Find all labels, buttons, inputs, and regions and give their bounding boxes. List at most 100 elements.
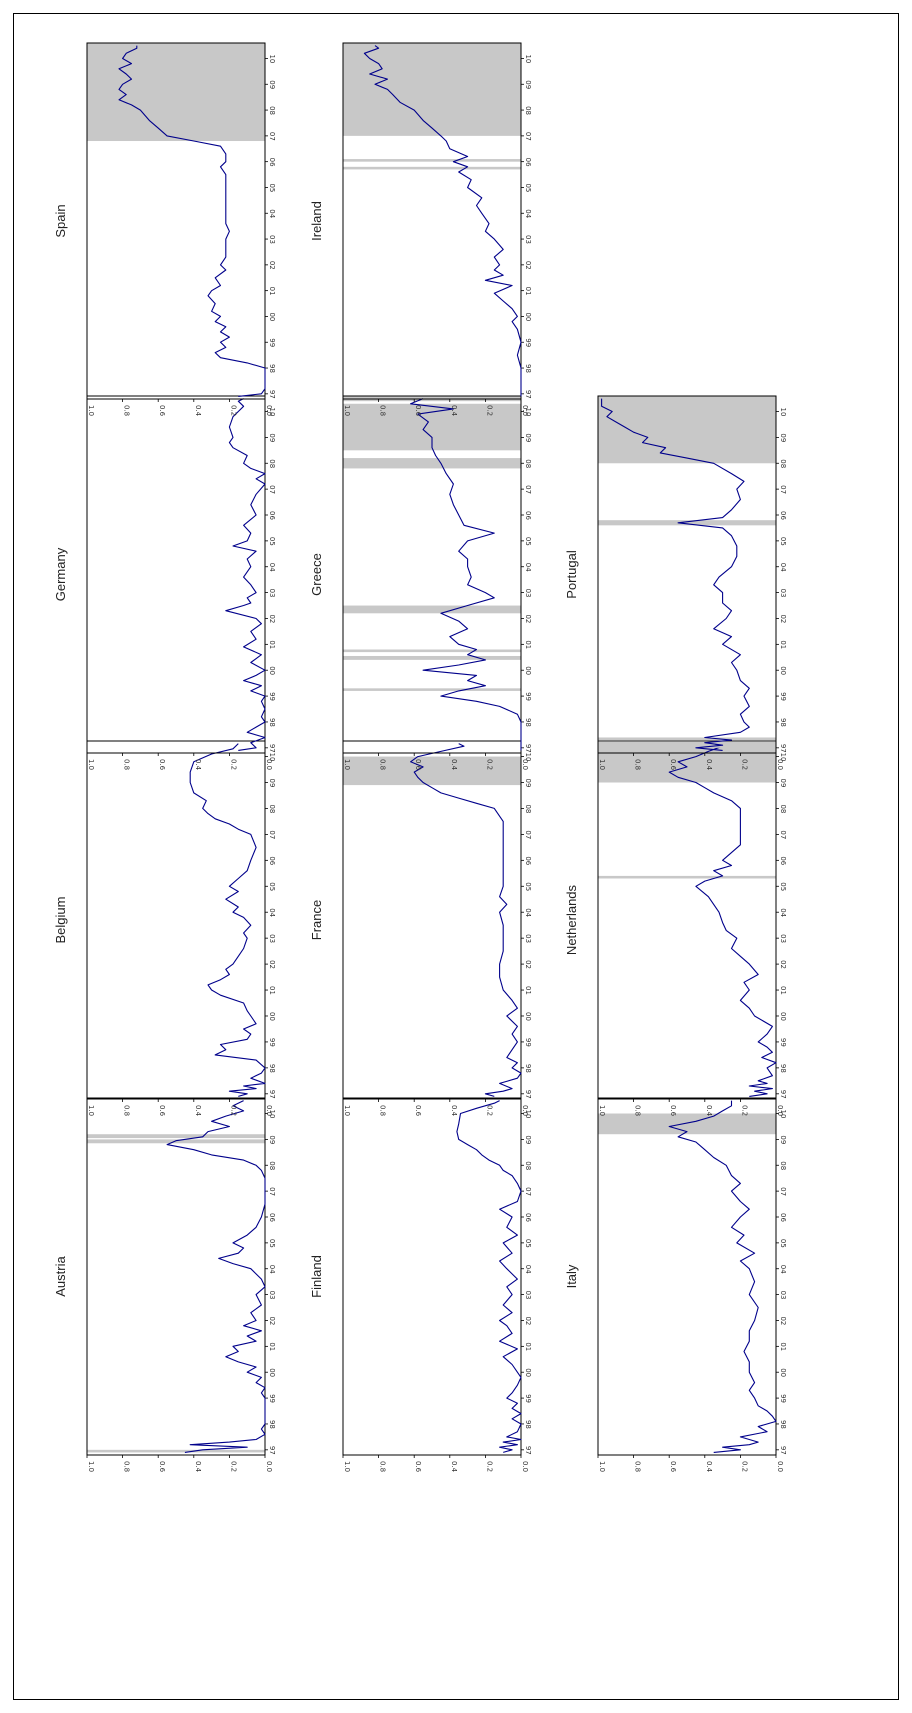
panel-spain: 0.0 0.2 0.4 0.6 0.8 1.0 97 98 99 00 01 02 03 04 05 06 07… <box>53 42 276 417</box>
spain-xtick-label-13: 10 <box>268 54 276 63</box>
spain-xtick-label-0: 97 <box>268 390 276 399</box>
spain-ytick-label-2: 0.4 <box>194 405 202 417</box>
ireland-xtick-label-1: 98 <box>524 364 532 373</box>
figure-frame: 0.0 0.2 0.4 0.6 0.8 1.0 97 98 99 00 01 02 03 04 05 06 07… <box>13 13 899 1700</box>
spain-xtick-label-12: 09 <box>268 80 276 89</box>
greece-shade-2 <box>343 649 521 653</box>
portugal-shade-3 <box>598 520 776 526</box>
belgium-xtick-label-0: 97 <box>268 1090 276 1099</box>
greece-xtick-label-0: 97 <box>524 744 532 753</box>
greece-shade-3 <box>343 605 521 614</box>
italy-xtick-label-3: 00 <box>779 1368 787 1377</box>
netherlands-xtick-label-8: 05 <box>779 882 787 891</box>
panel-ireland: 0.0 0.2 0.4 0.6 0.8 1.0 97 98 99 00 01 02 03 04 05 06 07… <box>309 42 532 417</box>
netherlands-axes-box <box>597 740 777 1100</box>
germany-xtick-label-2: 99 <box>268 692 276 701</box>
netherlands-shade-0 <box>598 875 776 879</box>
greece-xtick-label-4: 01 <box>524 640 532 649</box>
ireland-ytick-label-5: 1.0 <box>343 405 351 416</box>
portugal-xtick-label-4: 01 <box>779 640 787 649</box>
italy-xtick-label-11: 08 <box>779 1161 787 1170</box>
portugal-xtick-label-2: 99 <box>779 692 787 701</box>
germany-ytick-label-1: 0.2 <box>229 759 237 770</box>
portugal-xtick-label-6: 03 <box>779 589 787 598</box>
ireland-xtick-label-2: 99 <box>524 338 532 347</box>
italy-ytick-label-4: 0.8 <box>634 1461 642 1472</box>
greece-ytick-label-3: 0.6 <box>414 759 422 771</box>
ireland-ytick-label-2: 0.4 <box>450 405 458 417</box>
panel-belgium: 0.0 0.2 0.4 0.6 0.8 1.0 97 98 99 00 01 02 03 04 05 06 07… <box>53 740 276 1117</box>
france-xtick-label-7: 04 <box>524 908 532 917</box>
ireland-xtick-label-6: 03 <box>524 235 532 244</box>
panel-germany: 0.0 0.2 0.4 0.6 0.8 1.0 97 98 99 00 01 02 03 04 05 06 07… <box>53 395 276 771</box>
austria-ytick-label-5: 1.0 <box>87 1461 95 1472</box>
italy-ytick-label-2: 0.4 <box>705 1461 713 1473</box>
netherlands-xtick-label-12: 09 <box>779 779 787 788</box>
finland-xtick-label-13: 10 <box>524 1110 532 1119</box>
italy-xtick-label-4: 01 <box>779 1342 787 1351</box>
netherlands-ytick-label-3: 0.6 <box>669 1105 677 1117</box>
austria-shade-2 <box>87 1134 265 1139</box>
greece-xtick-label-10: 07 <box>524 485 532 494</box>
france-title: France <box>309 900 324 940</box>
ireland-xtick-label-8: 05 <box>524 183 532 192</box>
austria-title: Austria <box>53 1256 68 1297</box>
portugal-xtick-label-0: 97 <box>779 744 787 753</box>
ireland-xtick-label-13: 10 <box>524 54 532 63</box>
panel-austria: 0.0 0.2 0.4 0.6 0.8 1.0 97 98 99 00 01 02 03 04 05 06 07… <box>53 1097 276 1473</box>
finland-ytick-label-1: 0.2 <box>485 1461 493 1472</box>
germany-xtick-label-0: 97 <box>268 744 276 753</box>
france-xtick-label-12: 09 <box>524 779 532 788</box>
austria-ytick-label-3: 0.6 <box>158 1461 166 1473</box>
greece-xtick-label-13: 10 <box>524 408 532 417</box>
netherlands-xtick-label-1: 98 <box>779 1064 787 1073</box>
belgium-axes-box <box>86 740 266 1100</box>
portugal-xtick-label-12: 09 <box>779 433 787 442</box>
austria-xtick-label-3: 00 <box>268 1368 276 1377</box>
spain-xtick-label-5: 02 <box>268 261 276 270</box>
germany-xtick-label-6: 03 <box>268 589 276 598</box>
ireland-ytick-label-1: 0.2 <box>485 405 493 416</box>
germany-xtick-label-1: 98 <box>268 718 276 727</box>
ireland-ytick-label-3: 0.6 <box>414 405 422 417</box>
portugal-xtick-label-10: 07 <box>779 485 787 494</box>
netherlands-ytick-label-0: 0.0 <box>776 1105 784 1116</box>
portugal-shade-1 <box>598 741 776 744</box>
italy-xtick-label-13: 10 <box>779 1110 787 1119</box>
ireland-xtick-label-5: 02 <box>524 261 532 270</box>
finland-xtick-label-8: 05 <box>524 1239 532 1248</box>
netherlands-xtick-label-4: 01 <box>779 986 787 995</box>
netherlands-xtick-label-5: 02 <box>779 960 787 969</box>
germany-ytick-label-4: 0.8 <box>123 759 131 770</box>
france-series-line <box>410 743 522 1097</box>
finland-ytick-label-4: 0.8 <box>379 1461 387 1472</box>
ireland-shade-0 <box>343 166 521 170</box>
portugal-xtick-label-11: 08 <box>779 459 787 468</box>
italy-title: Italy <box>564 1264 579 1288</box>
spain-ytick-label-3: 0.6 <box>158 405 166 417</box>
ireland-xtick-label-0: 97 <box>524 390 532 399</box>
greece-ytick-label-0: 0.0 <box>521 759 529 770</box>
finland-ytick-label-3: 0.6 <box>414 1461 422 1473</box>
france-xtick-label-13: 10 <box>524 753 532 762</box>
austria-ytick-label-2: 0.4 <box>194 1461 202 1473</box>
finland-xtick-label-2: 99 <box>524 1394 532 1403</box>
greece-ytick-label-5: 1.0 <box>343 759 351 770</box>
portugal-xtick-label-1: 98 <box>779 718 787 727</box>
greece-xtick-label-9: 06 <box>524 511 532 520</box>
spain-title: Spain <box>53 204 68 237</box>
ireland-xtick-label-12: 09 <box>524 80 532 89</box>
finland-xtick-label-12: 09 <box>524 1135 532 1144</box>
spain-xtick-label-10: 07 <box>268 132 276 141</box>
greece-xtick-label-1: 98 <box>524 718 532 727</box>
austria-xtick-label-1: 98 <box>268 1420 276 1429</box>
spain-ytick-label-1: 0.2 <box>229 405 237 416</box>
greece-shade-4 <box>343 458 521 469</box>
netherlands-xtick-label-0: 97 <box>779 1090 787 1099</box>
italy-ytick-label-0: 0.0 <box>776 1461 784 1472</box>
austria-xtick-label-6: 03 <box>268 1291 276 1300</box>
netherlands-xtick-label-2: 99 <box>779 1038 787 1047</box>
germany-xtick-label-11: 08 <box>268 459 276 468</box>
greece-xtick-label-11: 08 <box>524 459 532 468</box>
netherlands-xtick-label-10: 07 <box>779 830 787 839</box>
